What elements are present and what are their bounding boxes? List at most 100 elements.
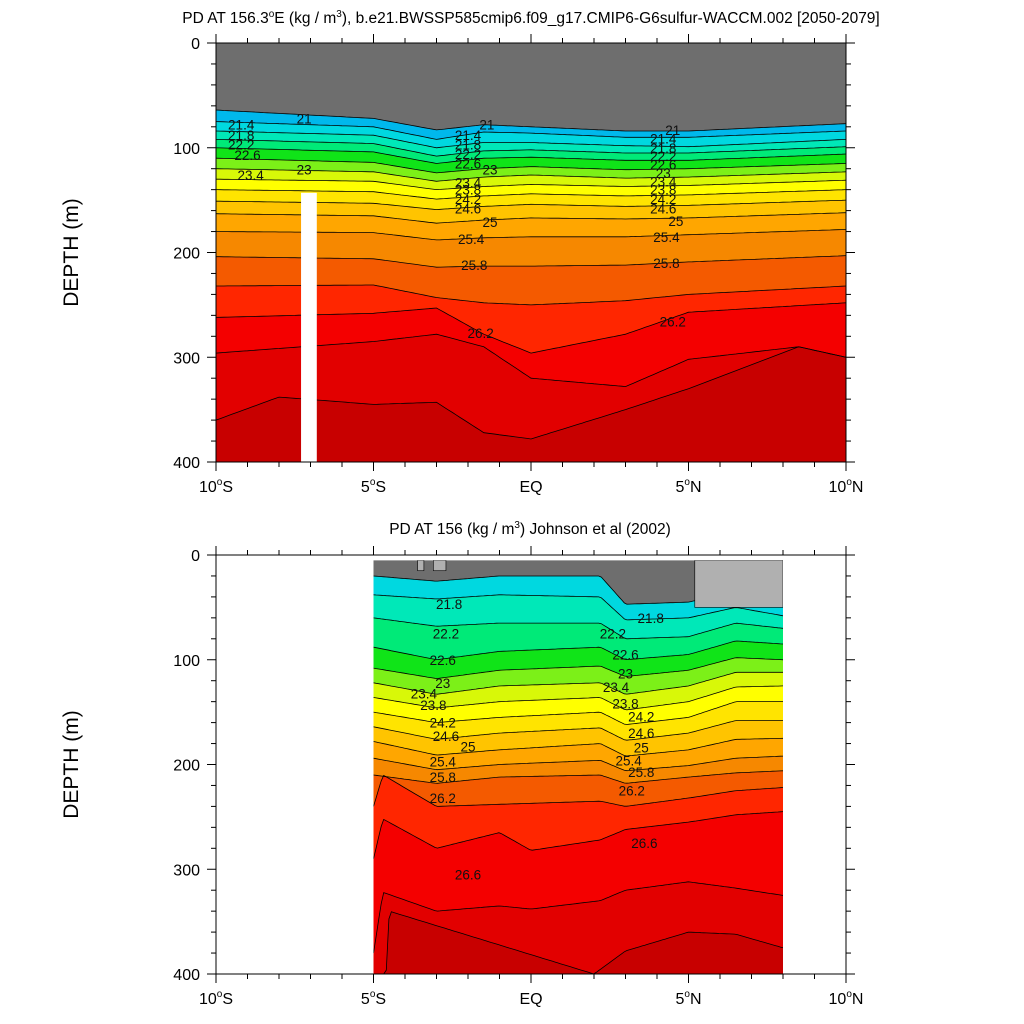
contour-line bbox=[216, 130, 846, 149]
contour-label: 22.6 bbox=[430, 653, 456, 668]
contour-line bbox=[373, 617, 783, 640]
contour-line bbox=[373, 671, 783, 695]
contour-label: 24.6 bbox=[455, 202, 481, 217]
contour-line bbox=[373, 770, 783, 784]
contour-line bbox=[373, 774, 783, 807]
contour-line bbox=[373, 640, 783, 661]
y-tick-label: 0 bbox=[191, 548, 200, 565]
contour-label: 24.6 bbox=[433, 729, 459, 744]
contour-label: 21.4 bbox=[455, 128, 482, 143]
x-tick-label: EQ bbox=[519, 991, 542, 1008]
contour-line bbox=[216, 121, 846, 140]
contour-label: 22.2 bbox=[600, 627, 626, 642]
contour-label: 25.4 bbox=[458, 232, 485, 247]
contour-label: 25 bbox=[668, 214, 683, 229]
x-tick-label: 5oN bbox=[675, 477, 701, 496]
contour-line bbox=[216, 139, 846, 157]
y-axis-label: DEPTH (m) bbox=[60, 198, 83, 307]
panel-1: PD AT 156.3oE (kg / m3), b.e21.BWSSP585c… bbox=[60, 9, 880, 496]
y-tick-label: 100 bbox=[173, 141, 200, 158]
contour-line bbox=[216, 212, 846, 224]
contour-label: 25.8 bbox=[628, 765, 654, 780]
contour-label: 23 bbox=[656, 166, 671, 181]
contour-label: 23.8 bbox=[420, 698, 446, 713]
contour-label: 23.8 bbox=[650, 183, 676, 198]
contour-line bbox=[373, 911, 783, 974]
contour-label: 25.4 bbox=[616, 753, 643, 768]
contour-label: 26.6 bbox=[455, 867, 481, 882]
contour-label: 22.6 bbox=[650, 158, 676, 173]
contour-line bbox=[373, 701, 783, 725]
contour-line bbox=[373, 594, 783, 621]
contour-label: 25.4 bbox=[653, 230, 680, 245]
contour-line bbox=[216, 346, 846, 440]
x-tick-label: EQ bbox=[519, 479, 542, 496]
contour-line bbox=[216, 302, 846, 354]
contour-line bbox=[216, 147, 846, 164]
contour-label: 24.6 bbox=[628, 726, 654, 741]
x-tick-label: 10oS bbox=[199, 989, 233, 1008]
contour-label: 23.4 bbox=[603, 680, 630, 695]
chart-title: PD AT 156 (kg / m3) Johnson et al (2002) bbox=[389, 520, 671, 538]
contour-label: 22.6 bbox=[455, 156, 481, 171]
contour-label: 22.2 bbox=[228, 138, 254, 153]
x-axis: 10oS 5oS EQ 5oN 10oN bbox=[199, 546, 863, 1008]
contour-line bbox=[216, 229, 846, 241]
contour-label: 23 bbox=[435, 676, 450, 691]
y-tick-label: 200 bbox=[173, 246, 200, 263]
missing-data-patch bbox=[694, 560, 783, 608]
contour-label: 23.8 bbox=[455, 183, 481, 198]
contour-label: 21 bbox=[665, 123, 680, 138]
contour-label: 24.6 bbox=[650, 202, 676, 217]
y-tick-label: 100 bbox=[173, 653, 200, 670]
contour-band bbox=[373, 911, 783, 974]
y-tick-label: 300 bbox=[173, 862, 200, 879]
x-tick-label: 5oN bbox=[675, 989, 701, 1008]
x-tick-label: 10oS bbox=[199, 477, 233, 496]
contour-label: 22.6 bbox=[234, 148, 260, 163]
contour-line bbox=[216, 284, 846, 306]
contour-line bbox=[216, 109, 846, 132]
contour-line bbox=[216, 157, 846, 174]
contour-line bbox=[216, 178, 846, 191]
contour-label: 26.2 bbox=[660, 315, 686, 330]
contour-field: 2121.421.822.222.62323.42121.421.822.222… bbox=[216, 43, 846, 462]
y-axis: 0 100 200 300 400 DEPTH (m) bbox=[60, 36, 855, 472]
x-tick-label: 10oN bbox=[829, 477, 864, 496]
contour-line bbox=[373, 657, 783, 679]
contour-label: 22.2 bbox=[455, 147, 481, 162]
contour-line bbox=[216, 255, 846, 268]
contour-line bbox=[216, 199, 846, 211]
contour-label: 24.2 bbox=[628, 709, 654, 724]
contour-label: 25.4 bbox=[430, 754, 457, 769]
y-tick-label: 300 bbox=[173, 350, 200, 367]
y-axis-label: DEPTH (m) bbox=[60, 710, 83, 819]
masked-column bbox=[301, 192, 317, 462]
contour-line bbox=[216, 189, 846, 200]
contour-label: 24.2 bbox=[455, 192, 481, 207]
y-tick-label: 400 bbox=[173, 967, 200, 984]
contour-label: 23.4 bbox=[238, 168, 265, 183]
contour-label: 25.8 bbox=[461, 258, 487, 273]
contour-field: 21.822.222.62323.423.824.224.62525.425.8… bbox=[373, 560, 783, 974]
contour-label: 26.2 bbox=[430, 791, 456, 806]
contour-label: 23 bbox=[297, 163, 312, 178]
contour-line bbox=[373, 737, 783, 757]
contour-line bbox=[373, 720, 783, 741]
contour-label: 21.8 bbox=[650, 141, 676, 156]
contour-label: 21.4 bbox=[228, 118, 255, 133]
contour-line bbox=[216, 333, 846, 388]
contour-label: 23.4 bbox=[411, 686, 438, 701]
contour-label: 21 bbox=[297, 111, 312, 126]
panel-2: PD AT 156 (kg / m3) Johnson et al (2002)… bbox=[60, 520, 863, 1008]
contour-label: 25 bbox=[634, 741, 649, 756]
x-tick-label: 5oS bbox=[361, 477, 386, 496]
x-tick-label: 5oS bbox=[361, 989, 386, 1008]
x-tick-label: 10oN bbox=[829, 989, 864, 1008]
contour-band bbox=[216, 346, 846, 462]
contour-label: 21.8 bbox=[436, 597, 462, 612]
contour-line bbox=[373, 881, 783, 954]
contour-label: 23 bbox=[618, 666, 633, 681]
contour-label: 23 bbox=[483, 163, 498, 178]
